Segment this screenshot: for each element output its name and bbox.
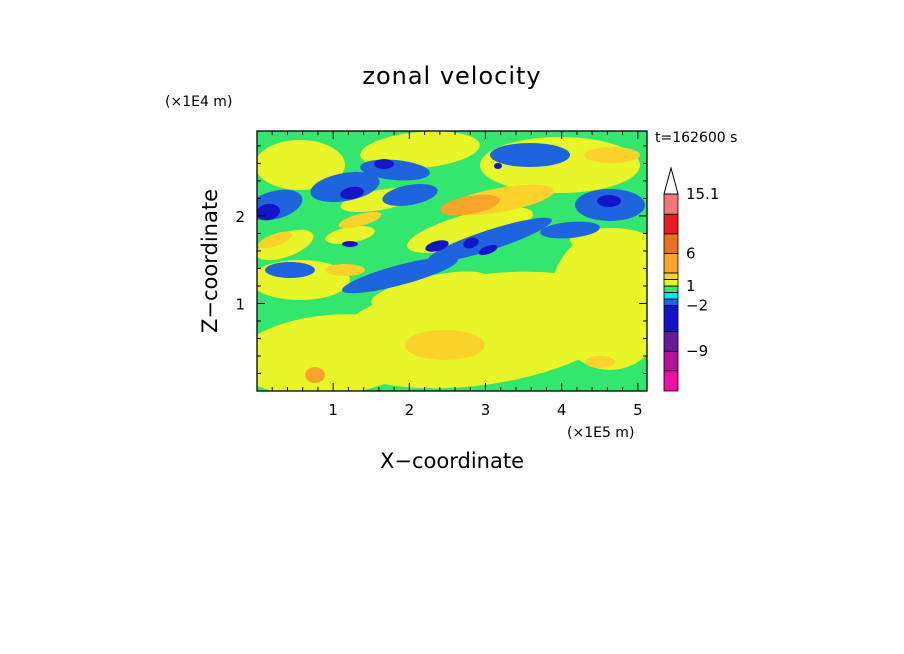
colorbar-swatch: [663, 298, 679, 306]
y-axis-units: (×1E4 m): [165, 94, 232, 110]
field-patch: [405, 330, 485, 360]
colorbar-swatch: [663, 331, 679, 352]
field-patch: [371, 271, 489, 309]
x-tick-label: 5: [633, 401, 643, 419]
colorbar-swatch: [663, 272, 679, 280]
field-patch: [440, 194, 500, 216]
field-patch: [342, 241, 358, 247]
colorbar-label: −2: [686, 297, 708, 315]
colorbar-swatch: [663, 233, 679, 254]
colorbar-swatch: [663, 305, 679, 333]
field-patch: [374, 159, 394, 169]
field-patch: [341, 256, 459, 294]
field-patch: [480, 137, 640, 193]
field-patch: [305, 367, 325, 383]
plot-frame: [256, 130, 648, 392]
field-patch: [550, 230, 647, 370]
colorbar-swatch: [663, 285, 679, 293]
field-patch: [428, 217, 552, 263]
colorbar-label: 15.1: [686, 185, 719, 203]
colorbar-label: 1: [686, 277, 696, 295]
x-tick-label: 3: [481, 401, 491, 419]
field-patch: [490, 143, 570, 167]
field-patch: [257, 140, 345, 190]
x-axis-title: X−coordinate: [380, 449, 524, 473]
field-patch: [382, 184, 438, 206]
chart-title: zonal velocity: [362, 62, 541, 90]
colorbar: 15.1 6 1 −2 −9: [663, 166, 719, 392]
contour-field: [257, 131, 647, 391]
x-tick-label: 4: [557, 401, 567, 419]
field-patch: [360, 131, 480, 169]
colorbar-swatch: [663, 213, 679, 235]
y-axis-title: Z−coordinate: [198, 189, 222, 333]
field-patch: [265, 262, 315, 278]
colorbar-swatch: [663, 292, 679, 300]
x-tick-label: 2: [405, 401, 415, 419]
field-patch: [338, 211, 382, 229]
field-patch: [463, 237, 479, 249]
field-patch: [597, 195, 621, 207]
field-patch: [478, 244, 498, 256]
colorbar-label: −9: [686, 342, 708, 360]
field-patch: [584, 147, 640, 163]
x-axis-units: (×1E5 m): [567, 425, 634, 441]
field-patch: [325, 226, 375, 244]
axis-ticks: 1 2 3 4 5 1 2: [235, 131, 647, 419]
field-patch: [425, 240, 449, 252]
colorbar-extend-max: [663, 166, 679, 195]
x-tick-label: 1: [328, 401, 338, 419]
colorbar-swatch: [663, 350, 679, 372]
colorbar-swatch: [663, 279, 679, 287]
colorbar-swatch: [663, 370, 679, 392]
field-patch: [257, 231, 293, 249]
field-patch: [540, 221, 600, 239]
field-patch: [325, 264, 365, 276]
colorbar-label: 6: [686, 244, 696, 262]
field-patch: [340, 186, 364, 200]
field-patch: [494, 163, 502, 169]
colorbar-swatch: [663, 193, 679, 215]
field-patch: [585, 356, 615, 368]
field-patch: [257, 229, 314, 261]
y-tick-label: 1: [235, 295, 245, 313]
y-tick-label: 2: [235, 208, 245, 226]
colorbar-swatch: [663, 252, 679, 274]
time-label: t=162600 s: [655, 130, 737, 146]
